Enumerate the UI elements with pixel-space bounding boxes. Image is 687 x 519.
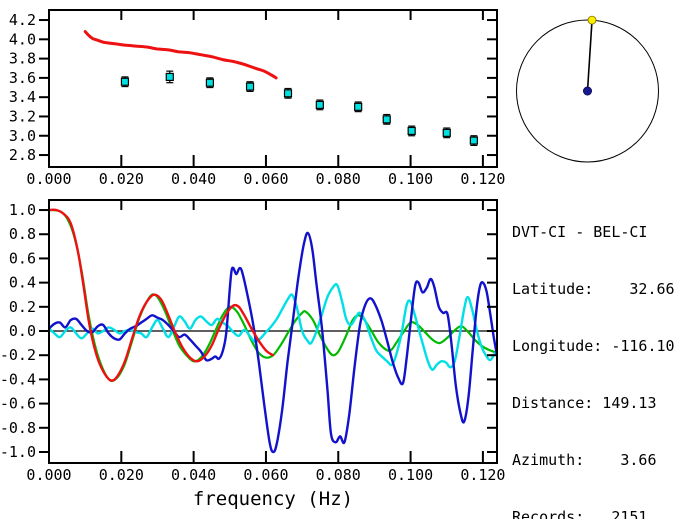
axis-ticks: 0.000 0.020 0.040 0.060 0.080 0.100 0.120 -1.0 -…	[0, 200, 505, 484]
y-tick-label: 3.2	[9, 107, 36, 125]
x-tick-label: 0.020	[99, 466, 144, 484]
data-point-square	[245, 82, 255, 91]
info-line-records: Records: 2151	[512, 508, 648, 519]
x-tick-label: 0.120	[460, 466, 505, 484]
info-line-azimuth: Azimuth: 3.66	[512, 451, 657, 469]
x-tick-label: 0.060	[243, 170, 288, 188]
data-point-square	[407, 126, 416, 136]
data-point-square	[382, 115, 391, 124]
data-point-square	[315, 100, 324, 109]
axis-ticks: 0.000 0.020 0.040 0.060 0.080 0.100 0.1202.83.…	[9, 10, 505, 188]
data-point-square	[205, 78, 215, 87]
measured-phase-velocities	[120, 70, 478, 146]
red-curve	[49, 208, 274, 382]
compass-center-dot	[582, 86, 592, 96]
y-tick-label: -0.2	[0, 346, 36, 364]
reference-dispersion-curve	[83, 30, 278, 80]
cyan-curve	[49, 282, 497, 371]
y-tick-label: 2.8	[9, 146, 36, 164]
y-tick-label: -1.0	[0, 443, 36, 461]
data-point-square	[283, 89, 293, 98]
data-point-square	[469, 136, 478, 145]
x-tick-label: 0.100	[388, 466, 433, 484]
y-tick-label: 0.0	[9, 322, 36, 340]
y-tick-label: -0.4	[0, 370, 36, 388]
y-tick-label: 0.4	[9, 274, 36, 292]
x-tick-label: 0.120	[460, 170, 505, 188]
y-tick-label: 0.6	[9, 249, 36, 267]
blue-curve	[49, 231, 497, 454]
x-tick-label: 0.020	[99, 170, 144, 188]
data-point-square	[120, 77, 130, 86]
x-tick-label: 0.000	[26, 170, 71, 188]
y-tick-label: 4.0	[9, 30, 36, 48]
azimuth-compass	[516, 15, 659, 163]
y-tick-label: 3.0	[9, 127, 36, 145]
compass-ring	[516, 19, 659, 163]
x-tick-label: 0.080	[316, 170, 361, 188]
x-tick-label: 0.000	[26, 466, 71, 484]
spectra-chart: 0.000 0.020 0.040 0.060 0.080 0.100 0.120 -1.0 -…	[0, 199, 505, 510]
y-tick-label: 0.2	[9, 298, 36, 316]
x-tick-label: 0.040	[171, 466, 216, 484]
data-point-square	[354, 102, 363, 111]
x-tick-label: 0.080	[316, 466, 361, 484]
y-tick-label: 4.2	[9, 11, 36, 29]
info-line-longitude: Longitude: -116.10	[512, 337, 675, 355]
x-tick-label: 0.060	[243, 466, 288, 484]
y-tick-label: 1.0	[9, 201, 36, 219]
y-tick-label: 3.4	[9, 88, 36, 106]
station-pair-title: DVT-CI - BEL-CI	[512, 223, 648, 241]
info-line-distance: Distance: 149.13	[512, 394, 657, 412]
series-layer	[83, 30, 478, 146]
x-axis-title: frequency (Hz)	[193, 488, 353, 510]
y-tick-label: -0.8	[0, 419, 36, 437]
plot-border	[48, 9, 498, 168]
series-layer	[49, 208, 497, 454]
data-point-square	[165, 72, 174, 82]
x-tick-label: 0.100	[388, 170, 433, 188]
info-line-latitude: Latitude: 32.66	[512, 280, 675, 298]
x-tick-label: 0.040	[171, 170, 216, 188]
phase-velocity-chart: 0.000 0.020 0.040 0.060 0.080 0.100 0.1202.83.…	[9, 9, 505, 188]
data-point-square	[442, 128, 451, 137]
y-tick-label: 0.8	[9, 225, 36, 243]
y-tick-label: 3.8	[9, 50, 36, 68]
station-info-panel: DVT-CI - BEL-CI Latitude: 32.66 Longitud…	[512, 185, 675, 519]
y-tick-label: 3.6	[9, 69, 36, 87]
station-direction-dot	[587, 15, 597, 25]
azimuth-line	[586, 20, 593, 92]
y-tick-label: -0.6	[0, 395, 36, 413]
